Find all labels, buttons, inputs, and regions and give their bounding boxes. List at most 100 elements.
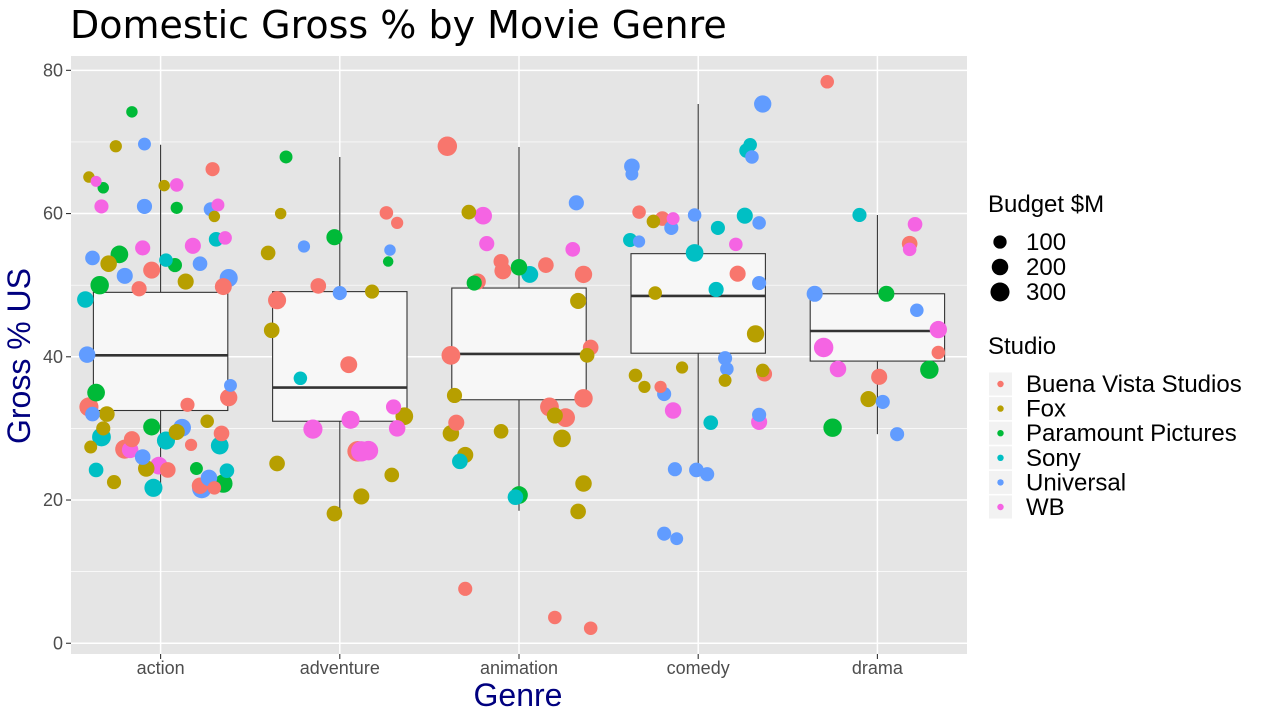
boxplots: [92, 103, 946, 515]
data-point: [379, 206, 394, 220]
data-point: [85, 406, 100, 422]
data-point: [553, 429, 571, 448]
size-legend-title: Budget $M: [988, 191, 1104, 218]
data-point: [297, 240, 311, 253]
data-point: [385, 399, 402, 415]
data-point: [628, 368, 643, 383]
data-point: [666, 212, 680, 226]
data-point: [546, 407, 563, 424]
y-tick-label: 20: [43, 490, 63, 510]
data-point: [579, 348, 595, 363]
data-point: [752, 407, 767, 422]
legend-key-sony: [997, 454, 1004, 461]
data-point: [720, 362, 734, 376]
color-legend-label: Buena Vista Studios: [1026, 371, 1242, 398]
data-point: [269, 455, 285, 472]
data-point: [78, 346, 96, 363]
data-point: [94, 199, 109, 214]
data-point: [224, 378, 237, 392]
data-point: [829, 360, 847, 378]
chart-title: Domestic Gross % by Movie Genre: [70, 3, 727, 47]
data-point: [100, 255, 117, 272]
data-point: [823, 418, 842, 437]
box-adventure: [272, 291, 408, 422]
data-point: [143, 418, 161, 436]
data-point: [729, 237, 743, 252]
data-point: [200, 414, 214, 429]
data-point: [310, 278, 327, 294]
data-point: [510, 259, 528, 276]
data-point: [813, 337, 834, 358]
data-point: [326, 505, 343, 522]
box-action: [92, 291, 229, 412]
size-legend-label: 100: [1026, 229, 1066, 256]
data-point: [446, 387, 463, 404]
data-point: [667, 462, 682, 477]
data-point: [384, 244, 396, 256]
size-legend-label: 300: [1026, 279, 1066, 306]
data-point: [675, 361, 689, 374]
data-point: [213, 425, 230, 442]
legend-key-universal: [997, 479, 1004, 486]
y-tick-label: 80: [43, 60, 63, 80]
x-axis-title: Genre: [474, 677, 563, 713]
data-point: [279, 150, 293, 164]
data-point: [90, 175, 102, 187]
legend-key-buena-vista-studios: [997, 380, 1004, 388]
data-point: [138, 137, 151, 151]
data-point: [97, 182, 109, 194]
data-point: [116, 267, 133, 284]
data-point: [341, 410, 360, 429]
data-point: [743, 138, 757, 152]
data-point: [878, 285, 895, 302]
data-point: [168, 423, 185, 441]
data-point: [574, 389, 593, 408]
data-point: [570, 292, 587, 309]
data-point: [220, 388, 238, 407]
data-point: [170, 201, 183, 214]
data-point: [218, 231, 232, 245]
data-point: [90, 275, 109, 295]
data-point: [820, 75, 835, 89]
data-point: [632, 235, 646, 248]
data-point: [736, 207, 753, 224]
data-point: [192, 256, 208, 272]
data-point: [685, 244, 704, 262]
data-point: [703, 415, 719, 431]
data-point: [99, 406, 115, 422]
data-point: [907, 216, 923, 232]
data-point: [718, 351, 733, 366]
x-tick-label: action: [137, 658, 185, 678]
box-animation: [451, 287, 587, 401]
data-point: [189, 462, 203, 475]
data-point: [144, 478, 163, 497]
data-point: [574, 265, 593, 284]
data-point: [106, 475, 122, 490]
data-point: [340, 356, 358, 374]
data-point: [461, 204, 477, 220]
y-tick-label: 40: [43, 347, 63, 367]
data-point: [293, 371, 308, 386]
data-point: [583, 621, 598, 635]
data-point: [210, 436, 229, 455]
x-tick-label: animation: [480, 658, 558, 678]
data-point: [207, 481, 222, 495]
color-legend-title: Studio: [988, 333, 1056, 360]
data-point: [353, 488, 370, 505]
data-point: [646, 214, 661, 229]
data-point: [169, 178, 184, 192]
data-point: [852, 207, 867, 223]
data-point: [158, 179, 170, 192]
data-point: [689, 462, 704, 478]
data-point: [575, 475, 592, 492]
x-tick-label: drama: [852, 658, 904, 678]
data-point: [126, 106, 138, 118]
data-point: [902, 242, 917, 257]
data-point: [538, 257, 554, 273]
data-point: [806, 285, 823, 302]
data-point: [85, 250, 100, 266]
data-point: [364, 284, 380, 299]
color-legend-label: Universal: [1026, 469, 1126, 496]
